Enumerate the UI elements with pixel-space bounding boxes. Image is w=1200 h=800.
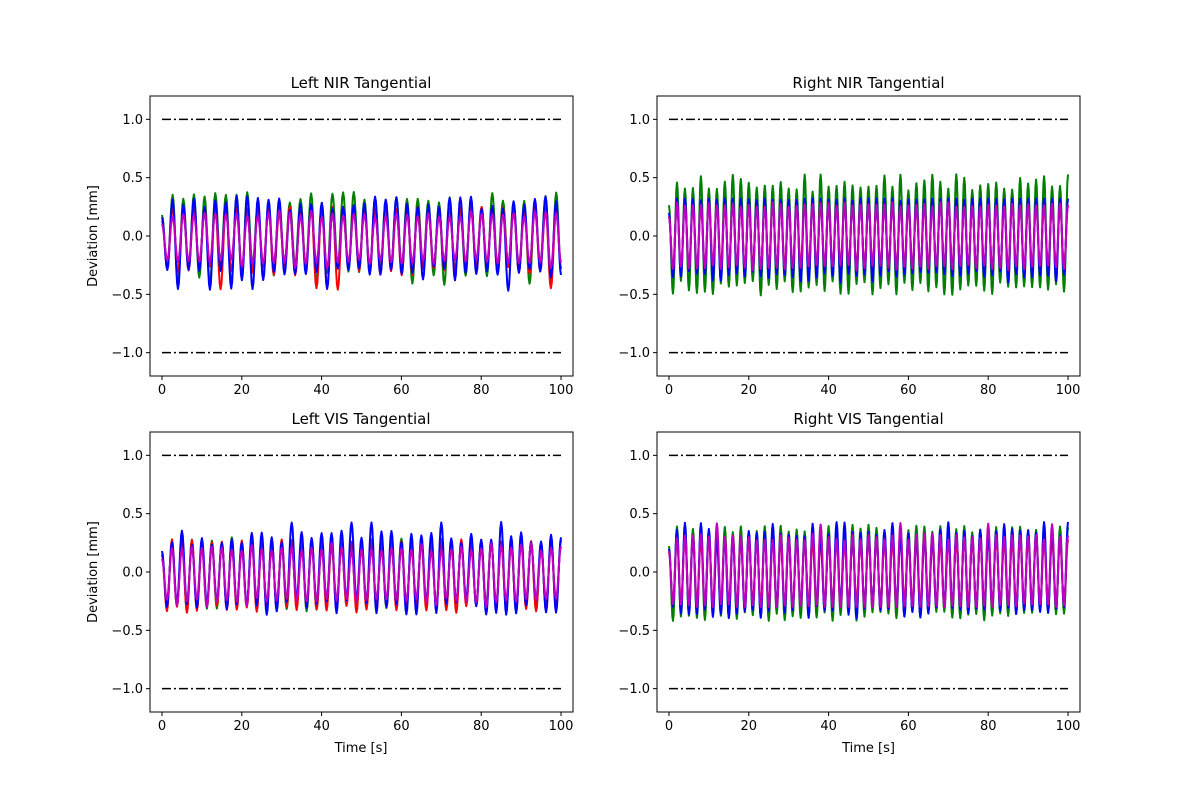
x-tick-label: 80: [980, 383, 997, 398]
y-tick-label: −0.5: [111, 288, 143, 303]
y-tick-label: −0.5: [111, 624, 143, 639]
series-line: [161, 541, 563, 608]
subplot-right-nir: Right NIR Tangential 0 20 40 60 80 1001.00.50…: [618, 74, 1081, 398]
x-tick-label: 40: [820, 719, 837, 734]
y-tick-label: −1.0: [618, 682, 650, 697]
x-tick-label: 0: [158, 383, 166, 398]
axis-ticks: 0 20 40 60 80 100 1.0 0.5 0.0 −0.5 −1.0: [111, 113, 573, 398]
subplot-right-vis: Right VIS Tangential Time [s] 0 20 40 60 80 1…: [618, 410, 1081, 756]
x-tick-label: 20: [234, 719, 251, 734]
x-tick-label: 20: [234, 383, 251, 398]
axis-ticks: 0 20 40 60 80 100 1.0 0.5 0.0 −0.5 −1.0: [618, 449, 1080, 734]
y-tick-label: 0.5: [629, 171, 650, 186]
x-tick-label: 40: [313, 383, 330, 398]
series-line: [667, 522, 1070, 608]
x-tick-label: 100: [549, 719, 574, 734]
x-axis-label: Time [s]: [334, 741, 388, 756]
axes-frame: [149, 95, 574, 377]
x-tick-label: 80: [980, 719, 997, 734]
x-tick-label: 100: [1056, 383, 1081, 398]
y-tick-label: −0.5: [618, 624, 650, 639]
plot-lines: [667, 454, 1070, 690]
y-tick-label: 1.0: [629, 113, 650, 128]
x-tick-label: 80: [473, 383, 490, 398]
subplot-left-vis: Left VIS Tangential Deviation [mm] Time …: [86, 410, 574, 756]
y-tick-label: −1.0: [618, 346, 650, 361]
axis-ticks: 0 20 40 60 80 100 1.0 0.5 0.0 −0.5 −1.0: [111, 449, 573, 734]
plot-lines: [667, 118, 1070, 354]
y-tick-label: 1.0: [122, 113, 143, 128]
axis-ticks: 0 20 40 60 80 100 1.0 0.5 0.0 −0.5 −1.0: [618, 113, 1080, 398]
y-tick-label: 0.0: [122, 230, 143, 245]
plot-lines: [160, 454, 563, 690]
axes-frame: [149, 431, 574, 713]
plot-lines: [160, 118, 563, 354]
y-tick-label: 1.0: [629, 449, 650, 464]
x-tick-label: 100: [1056, 719, 1081, 734]
x-tick-label: 60: [900, 383, 917, 398]
x-tick-label: 40: [313, 719, 330, 734]
y-tick-label: −1.0: [111, 682, 143, 697]
x-tick-label: 60: [393, 719, 410, 734]
series-line: [161, 209, 563, 270]
y-axis-label: Deviation [mm]: [86, 521, 101, 623]
x-tick-label: 40: [820, 383, 837, 398]
y-tick-label: 0.5: [122, 507, 143, 522]
x-tick-label: 0: [665, 383, 673, 398]
subplot-title: Left NIR Tangential: [291, 74, 432, 92]
y-tick-label: 1.0: [122, 449, 143, 464]
x-tick-label: 60: [900, 719, 917, 734]
x-tick-label: 20: [741, 383, 758, 398]
x-tick-label: 60: [393, 383, 410, 398]
y-tick-label: 0.5: [122, 171, 143, 186]
y-axis-label: Deviation [mm]: [86, 185, 101, 287]
y-tick-label: 0.0: [122, 566, 143, 581]
subplot-title: Right NIR Tangential: [792, 74, 944, 92]
subplot-left-nir: Left NIR Tangential Deviation [mm] 0 20 40…: [86, 74, 574, 398]
subplot-title: Left VIS Tangential: [291, 410, 430, 428]
x-tick-label: 0: [665, 719, 673, 734]
series-line: [667, 201, 1070, 272]
x-tick-label: 80: [473, 719, 490, 734]
y-tick-label: −1.0: [111, 346, 143, 361]
axes-frame: [656, 431, 1081, 713]
y-tick-label: 0.5: [629, 507, 650, 522]
x-tick-label: 100: [549, 383, 574, 398]
axes-frame: [656, 95, 1081, 377]
x-tick-label: 0: [158, 719, 166, 734]
x-axis-label: Time [s]: [841, 741, 895, 756]
subplot-title: Right VIS Tangential: [793, 410, 943, 428]
y-tick-label: 0.0: [629, 230, 650, 245]
y-tick-label: 0.0: [629, 566, 650, 581]
x-tick-label: 20: [741, 719, 758, 734]
y-tick-label: −0.5: [618, 288, 650, 303]
